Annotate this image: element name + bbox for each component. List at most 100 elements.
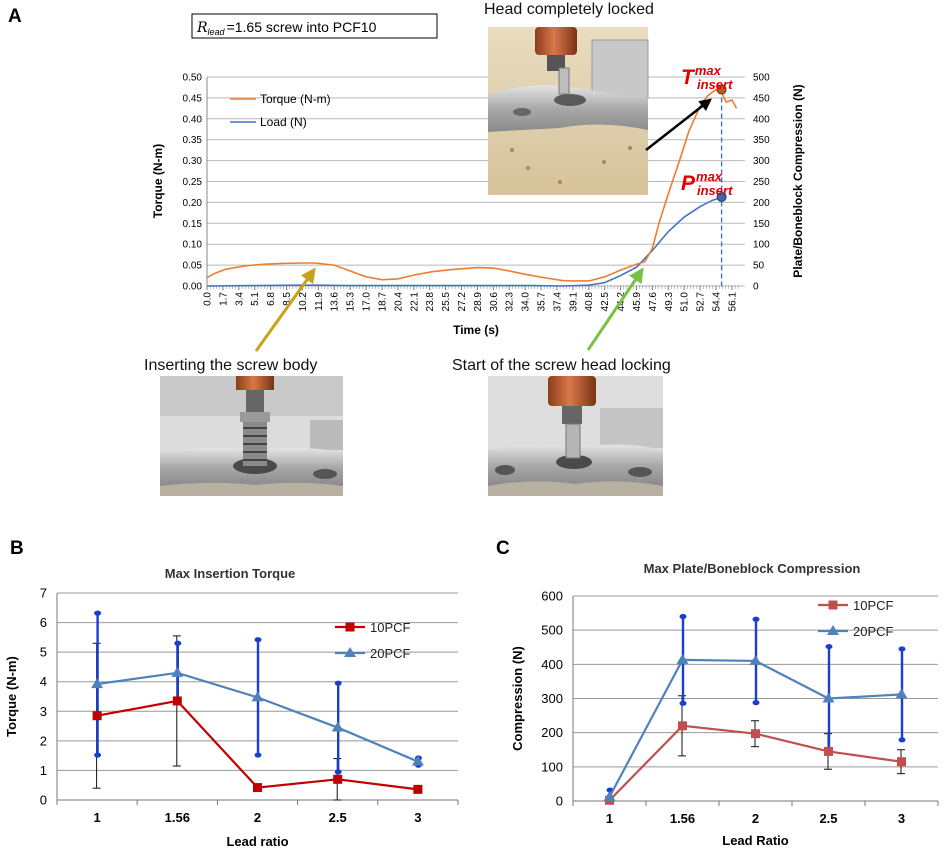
legend-label-10PCF: 10PCF — [370, 620, 411, 635]
x-tick-label: 0.0 — [203, 292, 214, 306]
y-tick-label: 0.20 — [183, 198, 203, 209]
data-point-10PCF — [824, 746, 833, 756]
x-tick-label: 17.0 — [362, 292, 373, 312]
x-tick-label: 8.5 — [282, 292, 293, 306]
y-axis-title: Torque (N-m) — [151, 144, 165, 218]
legend-label-20PCF: 20PCF — [370, 646, 411, 661]
y2-axis-title: Plate/Boneblock Compression (N) — [791, 84, 805, 277]
x-tick-label: 11.9 — [314, 292, 325, 311]
arrow-head-locked — [645, 98, 712, 151]
y2-tick-label: 150 — [753, 219, 770, 230]
panel-c: Max Plate/Boneblock Compression 0 100 200 3… — [510, 561, 939, 848]
y-tick-label: 100 — [541, 759, 563, 774]
y-tick-label: 0.10 — [183, 240, 203, 251]
data-point-10PCF — [172, 696, 182, 706]
y-tick-label: 2 — [40, 733, 47, 748]
error-cap-dot — [254, 752, 262, 758]
error-cap-dot — [752, 616, 760, 622]
x-tick-label: 23.8 — [425, 292, 436, 312]
y-axis-title: Torque (N-m) — [4, 656, 19, 737]
arrow-head-locking-start — [586, 267, 644, 351]
data-point-10PCF — [678, 721, 687, 731]
legend-marker-10PCF — [828, 600, 838, 610]
data-point-20PCF — [822, 692, 835, 703]
x-tick-label: 3.4 — [234, 292, 245, 306]
y-tick-label: 4 — [40, 674, 47, 689]
caption-head-locked: Head completely locked — [484, 1, 654, 18]
data-point-10PCF — [897, 757, 906, 767]
error-cap-dot — [752, 700, 760, 706]
data-point-20PCF — [251, 691, 264, 702]
panel-label-c: C — [496, 538, 510, 559]
x-tick-label: 25.5 — [441, 292, 452, 312]
chart-b-plot: 0 1 2 3 4 5 6 7 1 1.56 2 2.5 3 10PCF 20PCF Lead ratio To… — [4, 586, 459, 849]
x-tick-label: 49.3 — [664, 292, 675, 312]
error-cap-dot — [825, 643, 833, 650]
x-tick-label: 52.7 — [696, 292, 707, 312]
data-point-10PCF — [253, 783, 262, 793]
error-cap-dot — [898, 737, 906, 743]
x-tick-label: 40.8 — [584, 292, 595, 312]
series-line-torque — [206, 88, 738, 282]
x-tick-label: 18.7 — [377, 292, 388, 312]
data-point-20PCF — [603, 790, 616, 801]
x-tick-label: 6.8 — [266, 292, 277, 306]
x-tick-label: 28.9 — [473, 292, 484, 312]
chart-c-title: Max Plate/Boneblock Compression — [644, 561, 861, 576]
x-tick-label: 13.6 — [330, 292, 341, 312]
error-cap-dot — [254, 637, 262, 643]
y-tick-label: 0.25 — [183, 177, 203, 188]
condition-box — [191, 13, 438, 39]
load-max-point — [716, 191, 727, 202]
y2-tick-label: 50 — [753, 261, 765, 272]
torque-max-label: Tmax insert — [681, 63, 733, 92]
x-tick-label: 2.5 — [819, 811, 837, 826]
y2-tick-label: 100 — [753, 240, 770, 251]
y2-tick-label: 0 — [753, 282, 759, 293]
error-cap-dot — [174, 640, 182, 646]
y-tick-label: 0 — [40, 793, 47, 808]
panel-label-b: B — [10, 538, 24, 559]
x-tick-label: 2 — [254, 810, 261, 825]
y-tick-label: 0.50 — [183, 73, 203, 84]
panel-b: Max Insertion Torque 0 1 2 3 4 5 6 7 1 1.56 2 2.5 3 1… — [4, 566, 459, 849]
y2-tick-label: 250 — [753, 177, 770, 188]
panel-a: Rlead =1.65 screw into PCF10 Head complet… — [144, 1, 805, 496]
panel-label-a: A — [8, 6, 22, 27]
condition-text: Rlead =1.65 screw into PCF10 — [196, 19, 377, 37]
x-tick-label: 22.1 — [409, 292, 420, 312]
error-cap-dot — [679, 700, 687, 706]
torque-max-point — [716, 84, 727, 95]
data-point-10PCF — [413, 784, 423, 794]
y2-tick-label: 300 — [753, 156, 770, 167]
x-tick-label: 39.1 — [568, 292, 579, 312]
chart-c-plot: 0 100 200 300 400 500 600 1 1.56 2 2.5 3 10PCF 20PCF L… — [510, 589, 939, 848]
x-tick-label: 15.3 — [346, 292, 357, 312]
y-tick-label: 0.00 — [183, 282, 203, 293]
y-tick-label: 6 — [40, 615, 47, 630]
y-tick-label: 0.05 — [183, 261, 203, 272]
series-line-load — [206, 196, 727, 287]
data-point-20PCF — [171, 666, 184, 677]
legend-label-20PCF: 20PCF — [853, 624, 894, 639]
error-cap-dot — [94, 752, 102, 758]
x-tick-label: 56.1 — [727, 292, 738, 312]
error-cap-dot — [679, 613, 687, 620]
data-point-20PCF — [331, 721, 344, 732]
y-tick-label: 0.40 — [183, 114, 203, 125]
data-point-10PCF — [333, 774, 343, 784]
y-tick-label: 0.30 — [183, 156, 203, 167]
caption-head-locking-start: Start of the screw head locking — [452, 357, 671, 374]
y-tick-label: 500 — [541, 623, 563, 638]
x-tick-label: 47.6 — [648, 292, 659, 312]
error-cap-dot — [334, 769, 342, 775]
x-axis-title: Lead Ratio — [722, 833, 789, 848]
x-tick-label: 3 — [898, 811, 905, 826]
y2-tick-label: 400 — [753, 114, 770, 125]
y-tick-label: 5 — [40, 645, 47, 660]
x-tick-label: 45.9 — [632, 292, 643, 312]
y-tick-label: 0.45 — [183, 93, 203, 104]
data-point-10PCF — [751, 729, 760, 739]
legend-marker-10PCF — [345, 622, 355, 632]
x-tick-label: 42.5 — [600, 292, 611, 312]
